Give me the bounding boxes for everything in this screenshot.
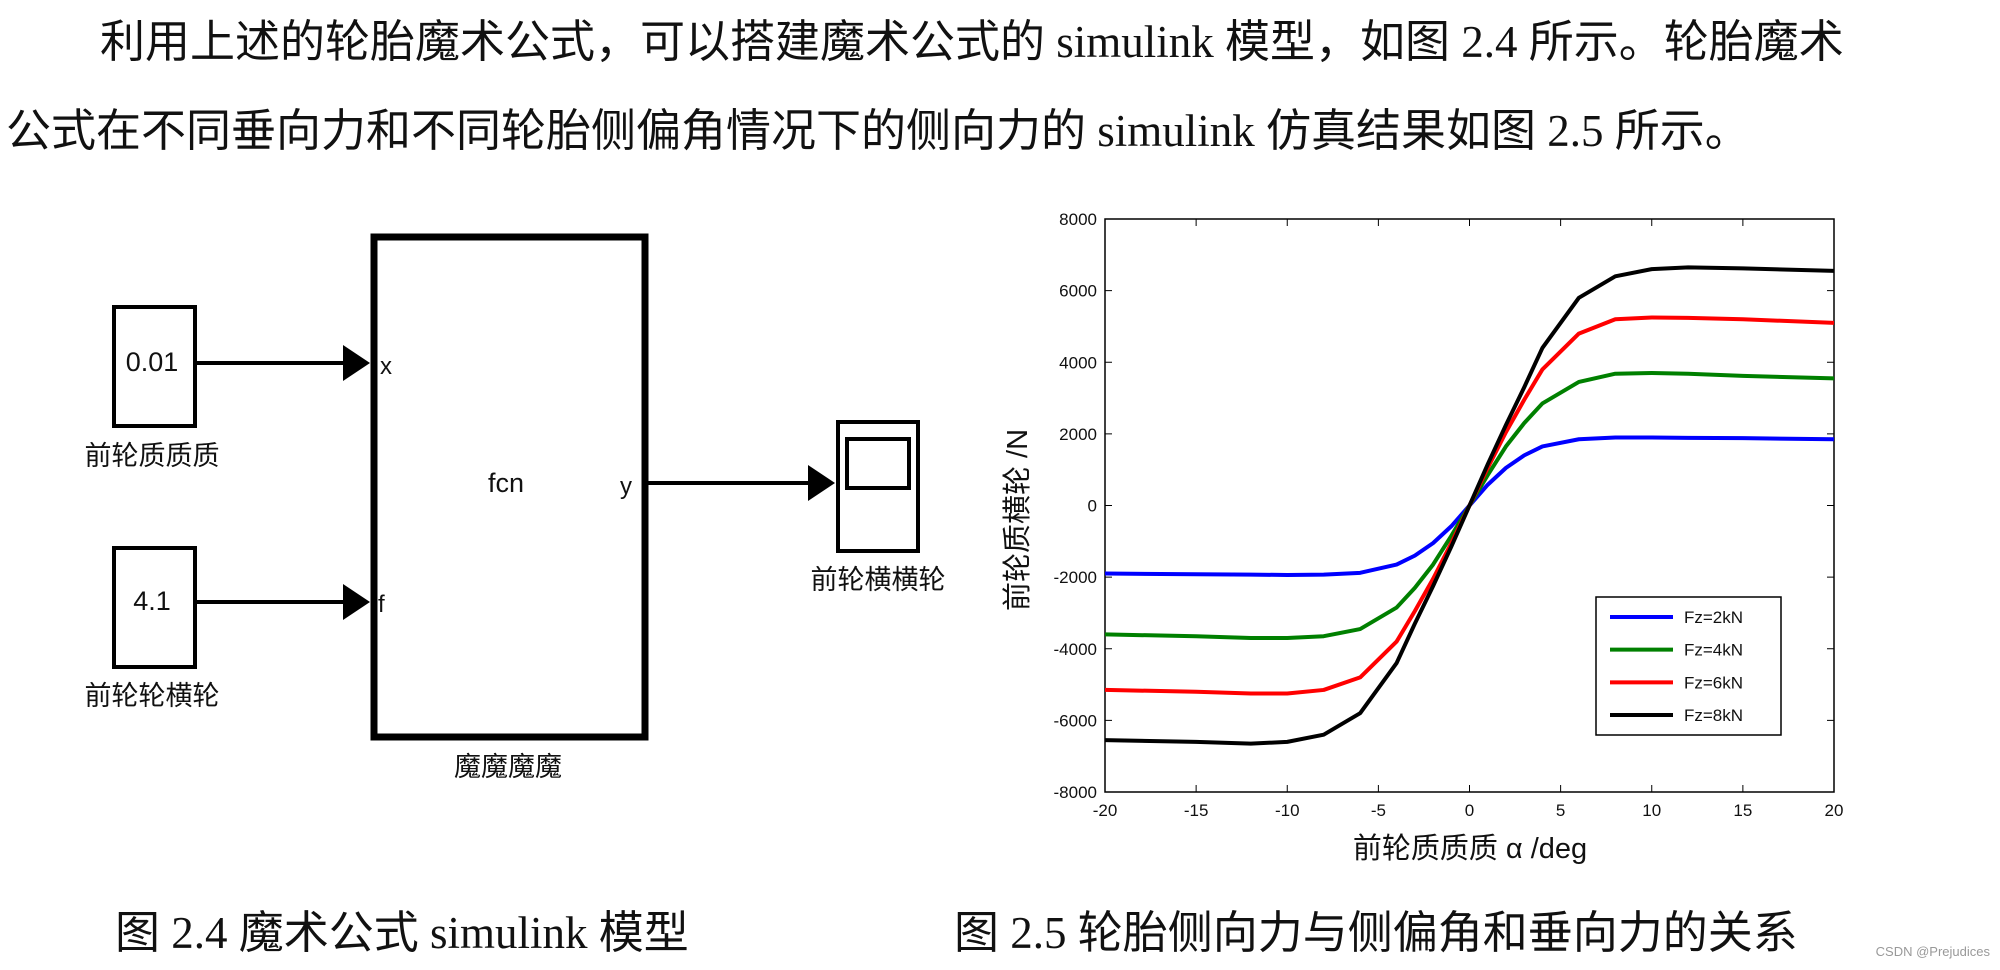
x-tick-label: 0	[1465, 801, 1474, 820]
constant-block	[112, 305, 197, 428]
x-tick-label: -15	[1184, 801, 1209, 820]
x-tick-label: 15	[1733, 801, 1752, 820]
arrow-head	[808, 465, 835, 501]
y-tick-label: 8000	[1059, 210, 1097, 229]
block-value: fcn	[488, 468, 524, 498]
block-value: 0.01	[126, 347, 179, 377]
y-tick-label: -4000	[1054, 640, 1097, 659]
scope-block	[836, 420, 920, 553]
diagram	[112, 233, 920, 741]
y-tick-label: -6000	[1054, 711, 1097, 730]
function-block	[370, 233, 649, 741]
arrow-head	[343, 584, 370, 620]
y-tick-label: 2000	[1059, 425, 1097, 444]
block-label: 前轮质质质	[85, 441, 220, 471]
legend-label: Fz=6kN	[1684, 673, 1743, 692]
x-tick-label: -10	[1275, 801, 1300, 820]
y-tick-label: -8000	[1054, 783, 1097, 802]
y-tick-label: -2000	[1054, 568, 1097, 587]
legend-box	[1595, 596, 1782, 736]
caption: 图 2.5 轮胎侧向力与侧偏角和垂向力的关系	[954, 908, 1798, 958]
port-label: x	[380, 353, 392, 380]
x-tick-label: 20	[1825, 801, 1844, 820]
legend-label: Fz=8kN	[1684, 706, 1743, 725]
legend-label: Fz=2kN	[1684, 608, 1743, 627]
legend-label: Fz=4kN	[1684, 641, 1743, 660]
series-line	[1104, 265, 1835, 746]
block-label: 魔魔魔魔	[454, 752, 562, 782]
y-tick-label: 4000	[1059, 353, 1097, 372]
y-axis-label: 前轮质横轮 /N	[1001, 429, 1034, 611]
port-label: f	[378, 591, 385, 618]
y-tick-label: 6000	[1059, 282, 1097, 301]
y-tick-label: 0	[1088, 497, 1097, 516]
paragraph-line: 公式在不同垂向力和不同轮胎侧偏角情况下的侧向力的 simulink 仿真结果如图…	[6, 106, 1750, 156]
block-value: 4.1	[133, 586, 171, 616]
port-label: y	[620, 473, 632, 500]
x-axis-label: 前轮质质质 α /deg	[1353, 832, 1587, 865]
paragraph-line: 利用上述的轮胎魔术公式，可以搭建魔术公式的 simulink 模型，如图 2.4…	[100, 17, 1844, 67]
x-tick-label: 5	[1556, 801, 1565, 820]
block-label: 前轮轮横轮	[85, 681, 220, 711]
block-label: 前轮横横轮	[811, 565, 946, 595]
constant-block	[112, 546, 197, 669]
scope-screen	[845, 437, 911, 490]
chart: -8000 -6000 -4000 -2000 0 2000 4000 6000 8000 -20…	[1001, 210, 1843, 865]
watermark: CSDN @Prejudices	[1876, 944, 1991, 959]
arrow-head	[343, 345, 370, 381]
x-tick-label: -5	[1371, 801, 1386, 820]
caption: 图 2.4 魔术公式 simulink 模型	[115, 908, 689, 958]
x-tick-label: -20	[1093, 801, 1118, 820]
x-tick-label: 10	[1642, 801, 1661, 820]
